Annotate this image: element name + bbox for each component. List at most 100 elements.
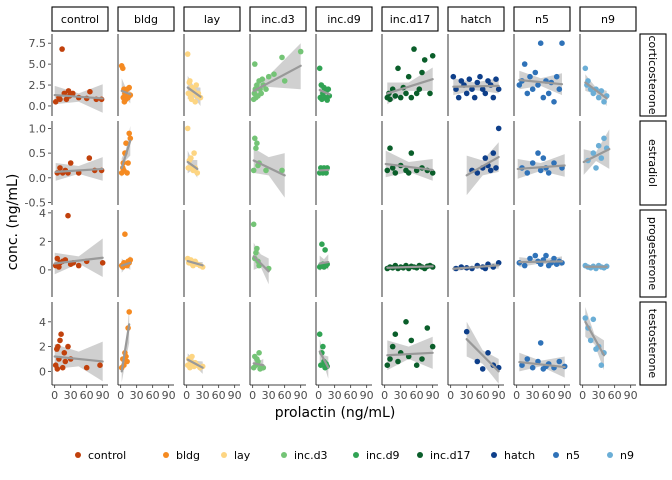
- x-tick-label: 0: [249, 389, 256, 402]
- x-tick-label: 60: [146, 389, 160, 402]
- data-point: [279, 167, 285, 174]
- legend-key-inc.d3: [281, 452, 287, 458]
- data-point: [57, 96, 63, 103]
- data-point: [87, 88, 93, 95]
- data-point: [413, 362, 420, 369]
- data-point: [529, 364, 536, 371]
- fit-line: [465, 155, 500, 177]
- legend-key-control: [75, 452, 81, 458]
- fit-line: [584, 320, 606, 357]
- legend-label-n9: n9: [620, 449, 634, 462]
- data-point: [189, 353, 195, 360]
- data-point: [545, 90, 552, 97]
- x-tick-label: 30: [196, 389, 210, 402]
- data-point: [57, 337, 63, 344]
- fit-line: [465, 338, 500, 373]
- fit-line: [186, 160, 199, 171]
- data-point: [529, 86, 536, 92]
- x-tick-label: 30: [460, 389, 474, 402]
- fit-line: [252, 255, 270, 273]
- x-tick-label: 90: [162, 389, 176, 402]
- panel-corticosterone-n5: [513, 34, 565, 116]
- data-point: [59, 364, 66, 371]
- data-point: [387, 356, 393, 362]
- data-point: [123, 140, 129, 146]
- panel-corticosterone-inc.d3: [249, 34, 304, 116]
- data-point: [56, 264, 62, 270]
- y-tick-label: 1.0: [29, 122, 47, 135]
- data-point: [65, 212, 71, 219]
- x-tick-label: 60: [476, 389, 490, 402]
- data-point: [595, 142, 602, 149]
- legend-key-inc.d17: [417, 452, 423, 458]
- data-point: [535, 150, 541, 156]
- data-point: [62, 358, 69, 365]
- data-point: [593, 165, 599, 171]
- legend-key-n9: [607, 452, 613, 458]
- panel-estradiol-control: [51, 121, 105, 205]
- panel-testosterone-inc.d17: [381, 302, 438, 386]
- data-point: [429, 53, 436, 59]
- data-point: [521, 262, 528, 269]
- x-tick-label: 90: [492, 389, 506, 402]
- data-point: [250, 167, 257, 174]
- x-tick-label: 30: [262, 389, 276, 402]
- strip-label-progesterone: progesterone: [646, 217, 659, 291]
- data-point: [471, 94, 478, 101]
- panel-estradiol-inc.d17: [381, 121, 436, 205]
- data-point: [553, 73, 560, 80]
- data-point: [319, 241, 325, 247]
- panel-estradiol-n5: [513, 121, 566, 205]
- data-point: [194, 170, 201, 176]
- data-point: [487, 167, 494, 174]
- strip-label-inc.d3: inc.d3: [261, 13, 295, 26]
- legend-label-control: control: [88, 449, 126, 462]
- x-tick-label: 90: [558, 389, 572, 402]
- data-point: [316, 65, 323, 72]
- data-point: [192, 99, 198, 105]
- data-point: [67, 160, 74, 166]
- data-point: [551, 99, 557, 105]
- fit-line: [53, 355, 104, 363]
- panel-testosterone-bldg: [117, 302, 174, 386]
- data-point: [582, 65, 589, 72]
- data-point: [65, 343, 71, 350]
- data-point: [259, 76, 266, 82]
- data-point: [184, 51, 191, 57]
- data-point: [253, 145, 259, 151]
- panel-testosterone-hatch: [447, 302, 504, 386]
- y-tick-label: 7.5: [29, 37, 47, 50]
- legend: control bldg lay inc.d3 inc.d9 inc.d17 hatch n5…: [75, 449, 634, 462]
- data-point: [125, 160, 131, 166]
- strip-box-estradiol: [639, 120, 667, 206]
- x-tick-label: 0: [315, 389, 322, 402]
- panel-testosterone-lay: [183, 302, 240, 386]
- data-point: [540, 94, 547, 101]
- panel-progesterone-n5: [513, 210, 565, 297]
- data-point: [191, 150, 197, 156]
- fit-line: [518, 260, 564, 264]
- x-tick-label: 0: [513, 389, 520, 402]
- data-point: [61, 350, 68, 356]
- data-point: [265, 73, 272, 80]
- panel-corticosterone-bldg: [117, 34, 134, 116]
- data-point: [122, 231, 128, 237]
- data-point: [590, 316, 597, 323]
- data-point: [519, 362, 525, 369]
- x-tick-label: 90: [360, 389, 374, 402]
- fit-line: [318, 350, 330, 369]
- fit-line: [518, 78, 564, 86]
- x-tick-label: 30: [394, 389, 408, 402]
- data-point: [427, 90, 433, 97]
- strip-label-n9: n9: [601, 13, 615, 26]
- panel-estradiol-n9: [579, 121, 611, 205]
- data-point: [258, 90, 265, 97]
- panel-testosterone-inc.d9: [315, 302, 372, 386]
- data-point: [474, 170, 481, 176]
- panel-corticosterone-inc.d9: [315, 34, 333, 116]
- data-point: [559, 40, 565, 46]
- data-point: [421, 57, 428, 63]
- strip-box-testosterone: [639, 301, 667, 386]
- strip-box-progesterone: [639, 209, 667, 298]
- strip-label-inc.d9: inc.d9: [327, 13, 361, 26]
